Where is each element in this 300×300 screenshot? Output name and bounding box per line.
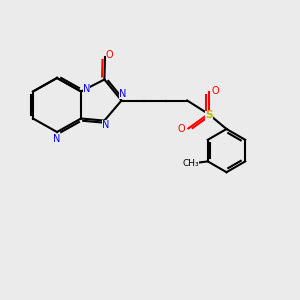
Text: N: N <box>102 120 110 130</box>
Text: S: S <box>205 110 213 121</box>
Text: N: N <box>119 89 127 100</box>
Text: CH₃: CH₃ <box>182 159 199 168</box>
Text: O: O <box>211 86 219 96</box>
Text: N: N <box>83 84 90 94</box>
Text: O: O <box>178 124 186 134</box>
Text: N: N <box>53 134 61 144</box>
Text: O: O <box>106 50 113 60</box>
